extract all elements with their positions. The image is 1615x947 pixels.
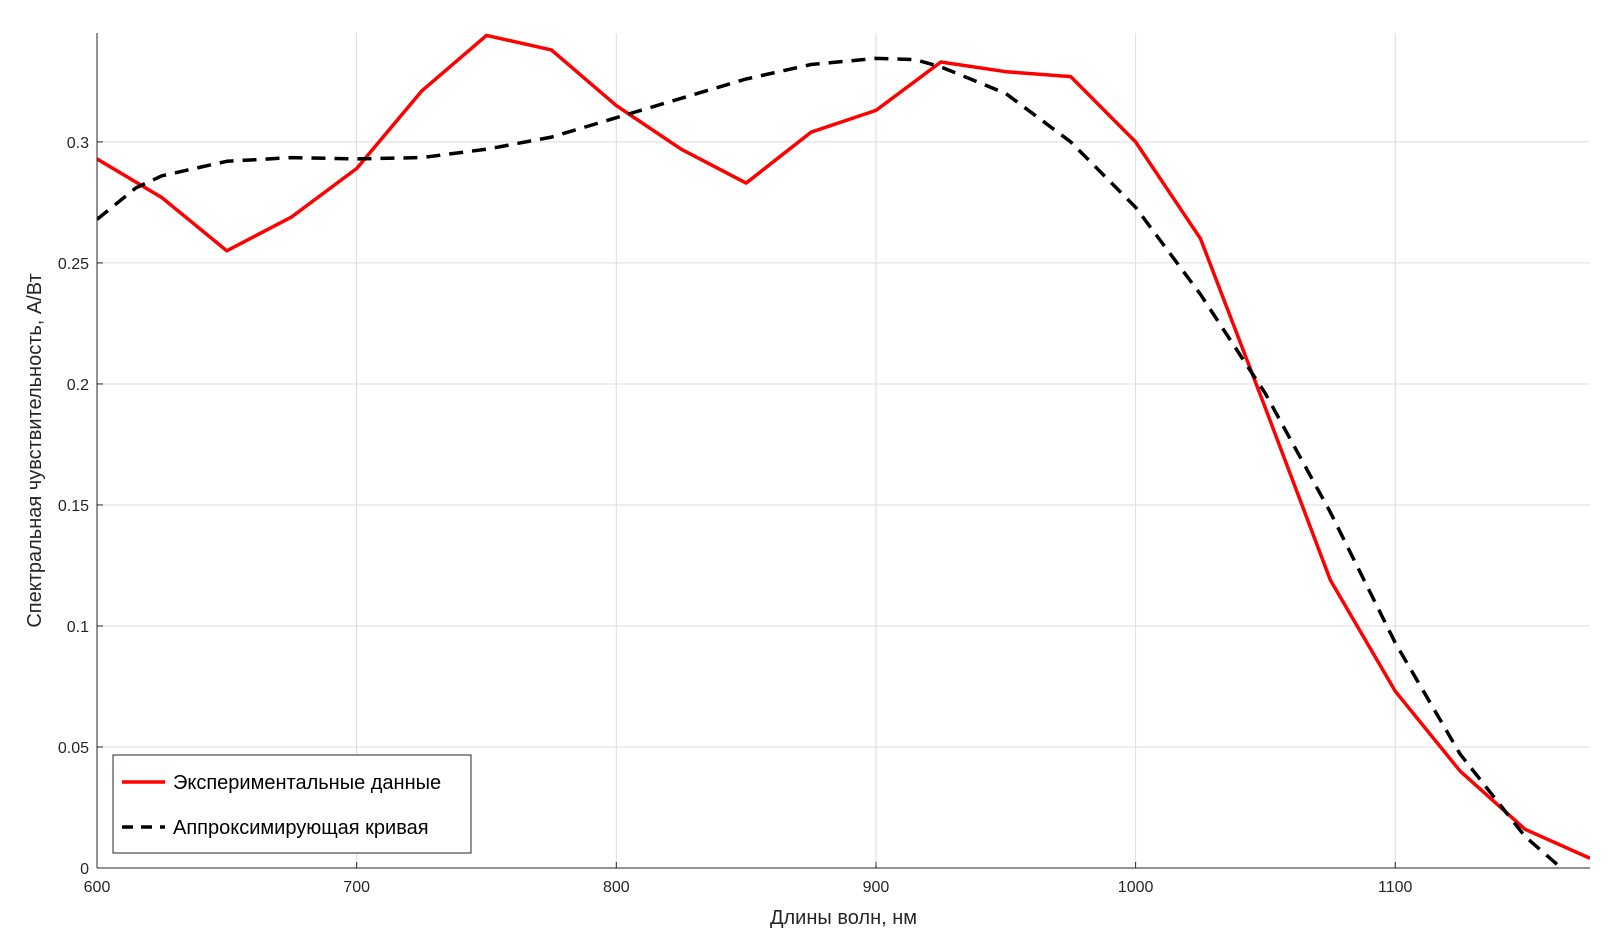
x-axis-title: Длины волн, нм — [770, 907, 917, 929]
y-tick-label: 0.3 — [67, 135, 89, 152]
x-tick-label: 700 — [343, 879, 370, 896]
series-line-experimental — [97, 33, 1590, 860]
legend-box — [112, 754, 472, 854]
x-tick-label: 1000 — [1118, 879, 1154, 896]
y-tick-label: 0.1 — [67, 619, 89, 636]
x-tick-label: 600 — [84, 879, 111, 896]
y-tick-label: 0.15 — [58, 498, 89, 515]
axes — [96, 33, 1590, 869]
y-axis-title: Спектральная чувствительность, А/Вт — [24, 273, 46, 627]
legend-label-experimental: Экспериментальные данные — [173, 772, 441, 794]
x-tick-label: 900 — [863, 879, 890, 896]
legend: Экспериментальные данные Аппроксимирующа… — [112, 754, 472, 854]
series-group — [97, 33, 1590, 868]
y-tick-label: 0.05 — [58, 740, 89, 757]
y-tick-label: 0.25 — [58, 256, 89, 273]
legend-label-fit: Аппроксимирующая кривая — [173, 817, 429, 839]
x-tick-label: 800 — [603, 879, 630, 896]
x-tick-label: 1100 — [1378, 879, 1413, 896]
y-tick-label: 0 — [80, 861, 89, 878]
tick-labels: 600 700 800 900 1000 1100 0 0.05 0.1 0.15 0.2 0.25 0… — [58, 135, 1413, 896]
series-line-fit — [97, 56, 1564, 868]
y-tick-label: 0.2 — [67, 377, 89, 394]
